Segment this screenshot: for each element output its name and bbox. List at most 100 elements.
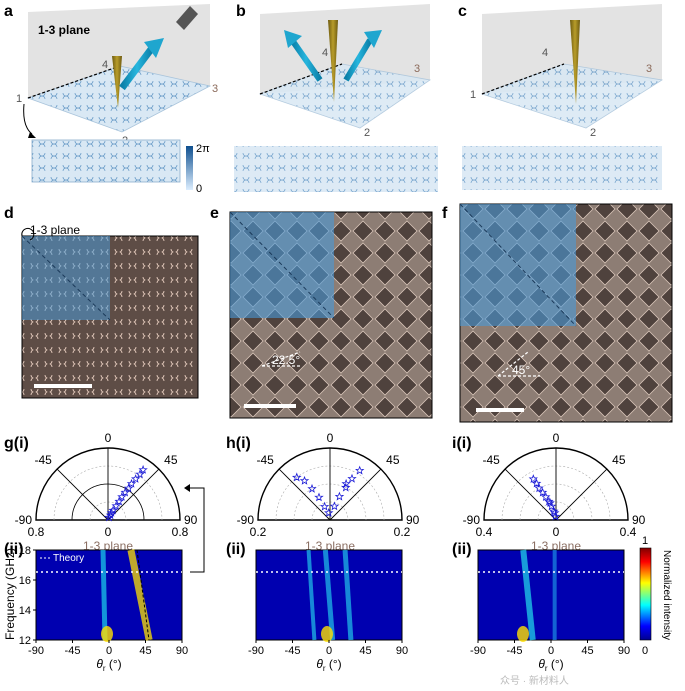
polar-frame xyxy=(257,447,403,521)
panel-label-a: a xyxy=(4,3,13,20)
panel-label-b: b xyxy=(236,3,246,20)
panel-label-ii: i(i) xyxy=(452,435,472,452)
kirigami-sheet-45 xyxy=(480,63,664,129)
theory-curve xyxy=(136,549,150,641)
svg-text:0: 0 xyxy=(642,645,648,657)
polar-r-mid: 0 xyxy=(327,525,334,539)
svg-text:1: 1 xyxy=(642,535,648,547)
polar-r-left: 0.4 xyxy=(476,525,493,539)
x-tick-label: -45 xyxy=(65,645,81,657)
data-point xyxy=(531,478,542,488)
data-point xyxy=(545,498,555,508)
svg-text:2π: 2π xyxy=(196,143,210,155)
x-axis-label: θr (°) xyxy=(96,657,121,673)
x-axis-symbol: θ xyxy=(538,657,545,671)
svg-text:3: 3 xyxy=(646,63,652,75)
panel-label-hii: (ii) xyxy=(226,541,246,558)
data-point xyxy=(108,505,118,515)
data-point xyxy=(355,465,365,475)
panel-label-d: d xyxy=(4,205,14,222)
x-tick-label: 0 xyxy=(326,645,332,657)
x-tick-label: 45 xyxy=(581,645,593,657)
link-bracket xyxy=(190,487,205,573)
data-point xyxy=(534,483,544,493)
phase-overlay xyxy=(22,236,110,320)
polar-frame xyxy=(483,447,629,521)
map-background xyxy=(35,549,183,641)
x-tick-label: 0 xyxy=(548,645,554,657)
data-point xyxy=(347,473,357,483)
data-point xyxy=(106,507,117,517)
incident-arrow-icon xyxy=(328,20,338,102)
x-tick-label: 0 xyxy=(106,645,112,657)
beam-trace xyxy=(520,549,536,641)
polar-tick-neg90: -90 xyxy=(15,513,33,527)
rotation-angle: 22.5° xyxy=(272,353,300,367)
data-point xyxy=(299,475,310,485)
incident-arrow-icon xyxy=(112,56,122,108)
y-tick-label: 12 xyxy=(19,635,31,647)
polar-spoke xyxy=(329,468,382,521)
panel-e: e 22.5° xyxy=(210,205,433,419)
intensity-colorbar xyxy=(639,547,652,641)
panel-label-gi: g(i) xyxy=(4,435,29,452)
polar-r-right: 0.8 xyxy=(172,525,189,539)
vertical-plane xyxy=(28,4,210,98)
polar-tick-90: 90 xyxy=(406,513,420,527)
plane-label: 1-3 plane xyxy=(38,23,90,37)
data-point xyxy=(135,469,145,479)
x-tick-label: 90 xyxy=(618,645,630,657)
x-tick-label: 45 xyxy=(139,645,151,657)
data-point xyxy=(549,506,559,516)
data-point xyxy=(104,512,114,522)
polar-spoke xyxy=(56,468,109,521)
panel-c: c 1 4 3 2 xyxy=(458,3,664,190)
panel-b: b 4 3 2 xyxy=(234,3,438,192)
x-axis-symbol: θ xyxy=(96,657,103,671)
polar-tick-45: 45 xyxy=(164,453,178,467)
data-point xyxy=(341,478,351,488)
y-tick-label: 18 xyxy=(19,545,31,557)
data-point xyxy=(528,474,538,483)
polar-spoke xyxy=(107,468,160,521)
phase-colorbar xyxy=(186,146,193,190)
y-tick-label: 14 xyxy=(19,605,31,617)
data-point xyxy=(120,487,130,497)
polar-r-left: 0.2 xyxy=(250,525,267,539)
data-point xyxy=(544,496,554,506)
reflected-arrow-right-icon xyxy=(364,30,382,48)
data-point xyxy=(138,464,148,474)
x-axis-subscript: r xyxy=(323,664,326,673)
panel-d: d 1-3 plane xyxy=(4,205,199,399)
polar-frame xyxy=(35,447,181,521)
beam-trace xyxy=(322,549,336,641)
x-axis-subscript: r xyxy=(545,664,548,673)
polar-tick-0: 0 xyxy=(553,431,560,445)
intensity-map-h: (ii) -90 -45 0 45 90 θr (°) xyxy=(226,541,408,673)
rotated-unit-strip xyxy=(234,146,438,192)
svg-text:0: 0 xyxy=(196,183,202,195)
svg-text:3: 3 xyxy=(414,63,420,75)
source-horn-icon xyxy=(176,6,198,30)
x-tick-label: -45 xyxy=(507,645,523,657)
x-tick-label: -45 xyxy=(285,645,301,657)
x-tick-label: -90 xyxy=(248,645,264,657)
panel-label-iii: (ii) xyxy=(452,541,472,558)
polar-r-mid: 0 xyxy=(105,525,112,539)
beam-trace xyxy=(100,549,108,641)
data-point xyxy=(541,492,551,502)
map-background xyxy=(477,549,625,641)
polar-tick-neg90: -90 xyxy=(463,513,481,527)
polar-tick-45: 45 xyxy=(612,453,626,467)
data-point xyxy=(319,501,330,511)
svg-text:3: 3 xyxy=(212,83,218,95)
x-axis-symbol: θ xyxy=(316,657,323,671)
hot-spot xyxy=(321,626,333,642)
data-point xyxy=(334,491,345,501)
x-axis-unit: (°) xyxy=(548,657,564,671)
polar-r-right: 0.4 xyxy=(620,525,637,539)
data-point xyxy=(329,501,340,511)
polar-r-left: 0.8 xyxy=(28,525,45,539)
data-point xyxy=(126,478,137,488)
beam-trace xyxy=(127,549,153,641)
